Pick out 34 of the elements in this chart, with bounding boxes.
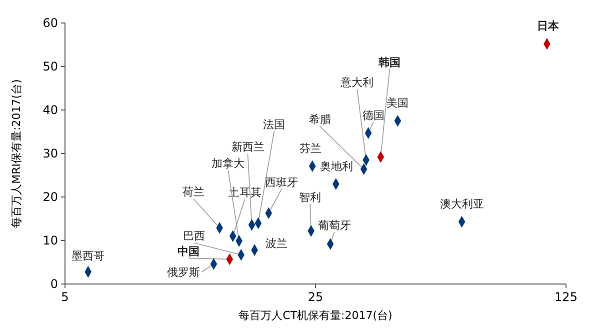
annotation: 俄罗斯	[167, 266, 200, 279]
annotation: 美国	[386, 96, 409, 110]
annotation: 新西兰	[231, 140, 264, 154]
annotation: 意大利	[340, 76, 374, 89]
annotation: 荷兰	[182, 186, 205, 199]
x-axis-title: 每百万人CT机保有量:2017(台)	[238, 309, 392, 322]
y-tick-label: 60	[42, 16, 58, 30]
annotation: 奥地利	[320, 160, 353, 173]
y-axis-title: 每百万人MRI保有量:2017(台)	[10, 79, 23, 228]
annotation: 中国	[178, 245, 200, 258]
annotation: 土耳其	[228, 186, 262, 199]
annotation: 法国	[263, 118, 286, 131]
annotation: 芬兰	[299, 142, 322, 155]
y-tick-label: 30	[42, 146, 58, 161]
annotation: 德国	[362, 108, 384, 122]
y-tick-label: 0	[50, 277, 58, 292]
annotation: 葡萄牙	[318, 218, 351, 232]
annotation: 墨西哥	[72, 250, 105, 263]
annotation: 西班牙	[265, 176, 298, 189]
annotation: 智利	[299, 190, 322, 204]
annotation: 澳大利亚	[440, 198, 484, 211]
y-tick-label: 20	[42, 190, 58, 204]
annotation: 巴西	[183, 230, 206, 243]
annotation: 日本	[536, 20, 560, 33]
annotation: 加拿大	[212, 156, 245, 170]
x-tick-label: 25	[308, 290, 324, 304]
y-tick-label: 40	[42, 103, 58, 118]
y-tick-label: 10	[42, 234, 58, 248]
x-tick-label: 125	[554, 290, 578, 304]
annotation: 韩国	[378, 56, 401, 69]
annotation: 波兰	[266, 236, 288, 250]
x-tick-label: 5	[61, 290, 69, 304]
annotation: 希腊	[308, 113, 331, 126]
y-tick-label: 50	[42, 60, 58, 74]
